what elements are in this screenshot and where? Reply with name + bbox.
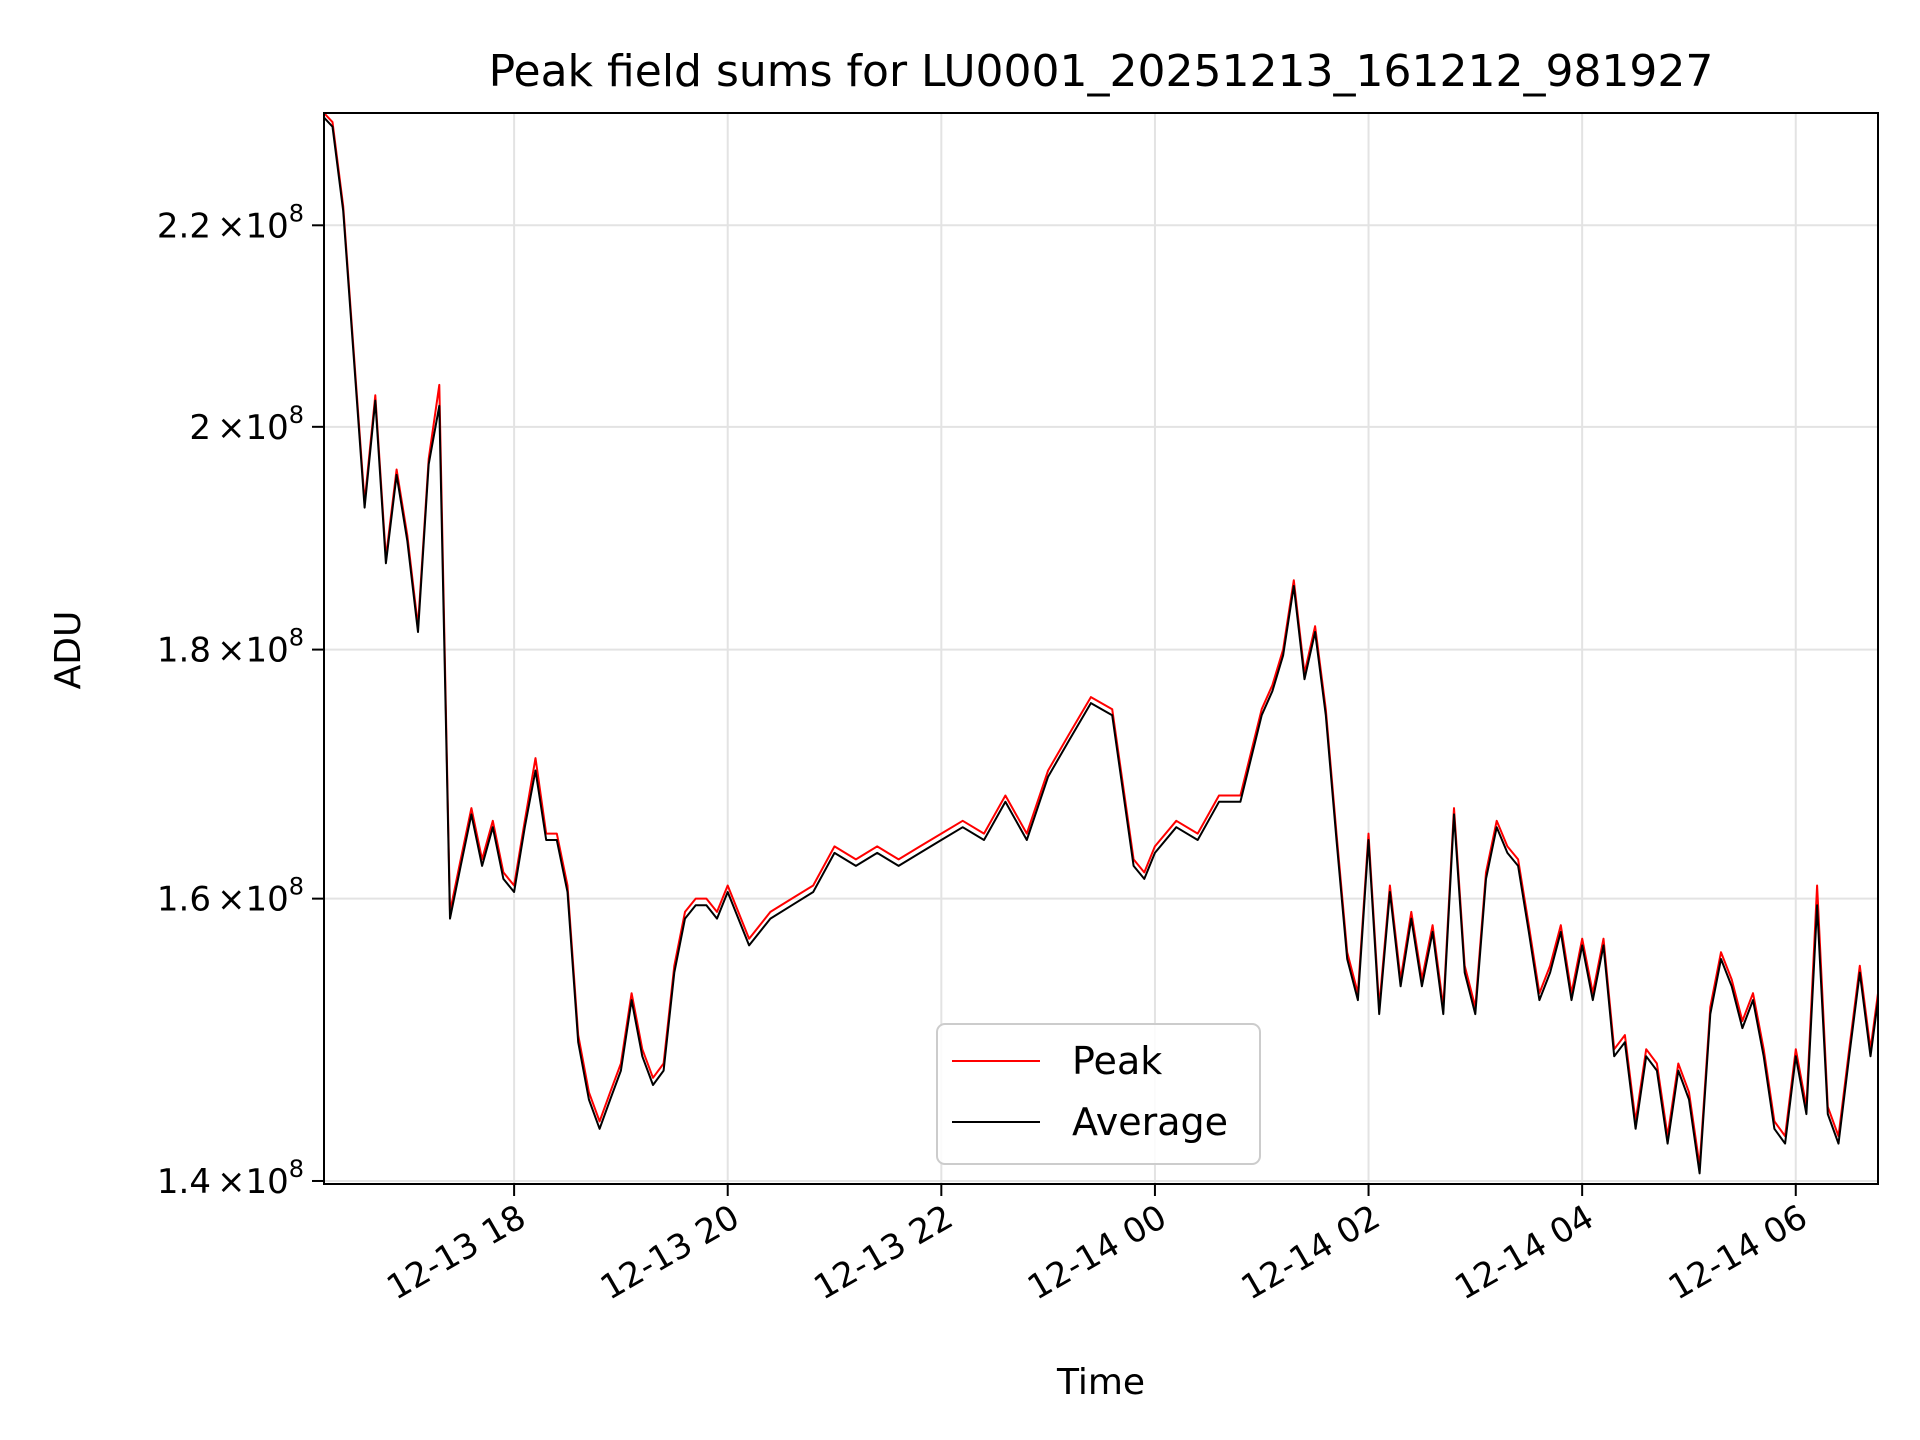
- y-tick-base: 10: [245, 1162, 288, 1202]
- y-tick-base: 10: [245, 631, 288, 671]
- series-lines: [323, 112, 1879, 1175]
- y-tick-label: 1.8 ×108: [157, 624, 304, 671]
- y-tick-exponent: 8: [289, 1155, 304, 1183]
- legend-box: [936, 1023, 1261, 1165]
- y-tick-base: 10: [245, 408, 288, 448]
- y-tick-label: 1.6 ×108: [157, 873, 304, 920]
- y-tick-times: ×: [217, 408, 246, 448]
- y-tick-exponent: 8: [289, 873, 304, 901]
- x-axis-label: Time: [1056, 1362, 1145, 1403]
- y-tick-mantissa: 1.8: [157, 631, 211, 671]
- y-tick-mantissa: 1.6: [157, 880, 211, 920]
- y-tick-exponent: 8: [289, 624, 304, 652]
- y-tick-base: 10: [245, 880, 288, 920]
- y-tick-times: ×: [217, 631, 246, 671]
- legend: Peak Average: [936, 1023, 1261, 1165]
- y-tick-mantissa: 2: [189, 408, 211, 448]
- y-tick-exponent: 8: [289, 199, 304, 227]
- legend-label-average: Average: [1072, 1100, 1228, 1144]
- series-line-average: [323, 116, 1879, 1175]
- y-axis-label: ADU: [48, 611, 89, 690]
- chart-title: Peak field sums for LU0001_20251213_1612…: [489, 46, 1714, 97]
- y-tick-times: ×: [217, 206, 246, 246]
- series-line-peak: [323, 112, 1879, 1167]
- y-tick-times: ×: [217, 880, 246, 920]
- y-tick-mantissa: 2.2: [157, 206, 211, 246]
- grid-lines: [324, 113, 1878, 1184]
- y-tick-base: 10: [245, 206, 288, 246]
- y-tick-times: ×: [217, 1162, 246, 1202]
- y-tick-label: 1.4 ×108: [157, 1155, 304, 1202]
- y-tick-label: 2 ×108: [189, 401, 304, 448]
- y-tick-mantissa: 1.4: [157, 1162, 211, 1202]
- y-tick-label: 2.2 ×108: [157, 199, 304, 246]
- legend-label-peak: Peak: [1072, 1039, 1162, 1083]
- plot-area-frame: [323, 112, 1879, 1185]
- y-tick-exponent: 8: [289, 401, 304, 429]
